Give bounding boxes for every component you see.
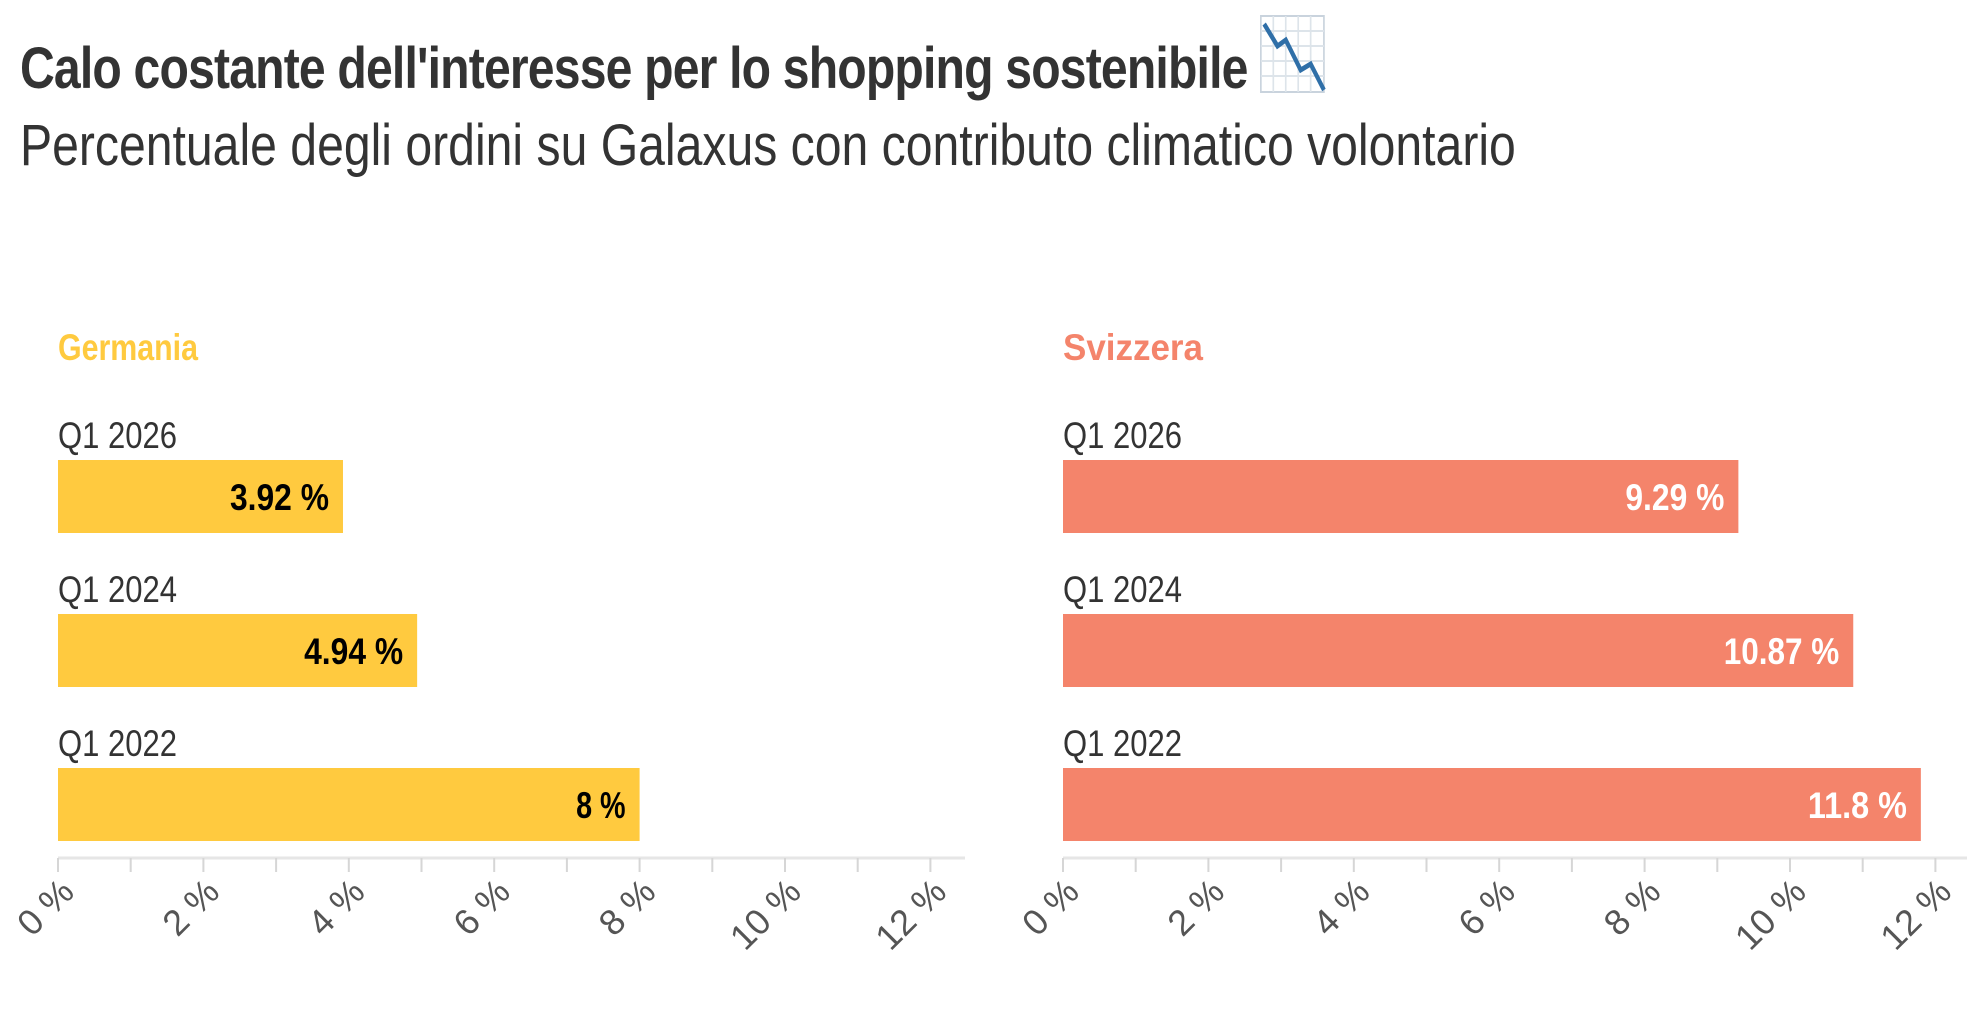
bar: [1063, 460, 1739, 533]
x-tick-label: 10 %: [1727, 871, 1814, 958]
x-tick-label: 2 %: [154, 871, 227, 944]
bar-value-label: 10.87 %: [1724, 631, 1840, 672]
bar: [58, 460, 343, 533]
bar: [58, 768, 640, 841]
panel-title: Germania: [58, 327, 198, 368]
chart-subtitle: Percentuale degli ordini su Galaxus con …: [20, 113, 1516, 178]
panel-title: Svizzera: [1063, 327, 1203, 368]
chart-panel-1: Germania Q1 2026 3.92 % Q1 2024 4.94 % Q1 202…: [9, 327, 965, 958]
chart-title: Calo costante dell'interesse per lo shop…: [20, 14, 1326, 108]
x-tick-label: 4 %: [300, 871, 373, 944]
x-tick-label: 8 %: [590, 871, 663, 944]
x-tick-label: 0 %: [1014, 871, 1087, 944]
x-tick-label: 6 %: [445, 871, 518, 944]
chart-panel-2: Svizzera Q1 2026 9.29 % Q1 2024 10.87 % Q1 20…: [1014, 327, 1967, 958]
x-tick-label: 4 %: [1305, 871, 1378, 944]
chart-title-text: Calo costante dell'interesse per lo shop…: [20, 36, 1248, 101]
category-label: Q1 2022: [58, 723, 177, 764]
x-tick-label: 12 %: [867, 871, 954, 958]
x-tick-label: 2 %: [1159, 871, 1232, 944]
bar: [58, 614, 418, 687]
x-tick-label: 10 %: [722, 871, 809, 958]
x-tick-label: 0 %: [9, 871, 82, 944]
bar: [1063, 768, 1921, 841]
category-label: Q1 2026: [58, 415, 177, 456]
category-label: Q1 2026: [1063, 415, 1182, 456]
category-label: Q1 2022: [1063, 723, 1182, 764]
bar-value-label: 8 %: [576, 785, 626, 826]
bar-value-label: 4.94 %: [304, 631, 403, 672]
category-label: Q1 2024: [58, 569, 177, 610]
bar-value-label: 9.29 %: [1625, 477, 1724, 518]
chart-decreasing-icon: [1259, 14, 1326, 108]
bar: [1063, 614, 1854, 687]
category-label: Q1 2024: [1063, 569, 1182, 610]
bar-value-label: 11.8 %: [1808, 785, 1907, 826]
x-tick-label: 6 %: [1450, 871, 1523, 944]
x-tick-label: 12 %: [1872, 871, 1959, 958]
bar-value-label: 3.92 %: [230, 477, 329, 518]
x-tick-label: 8 %: [1595, 871, 1668, 944]
